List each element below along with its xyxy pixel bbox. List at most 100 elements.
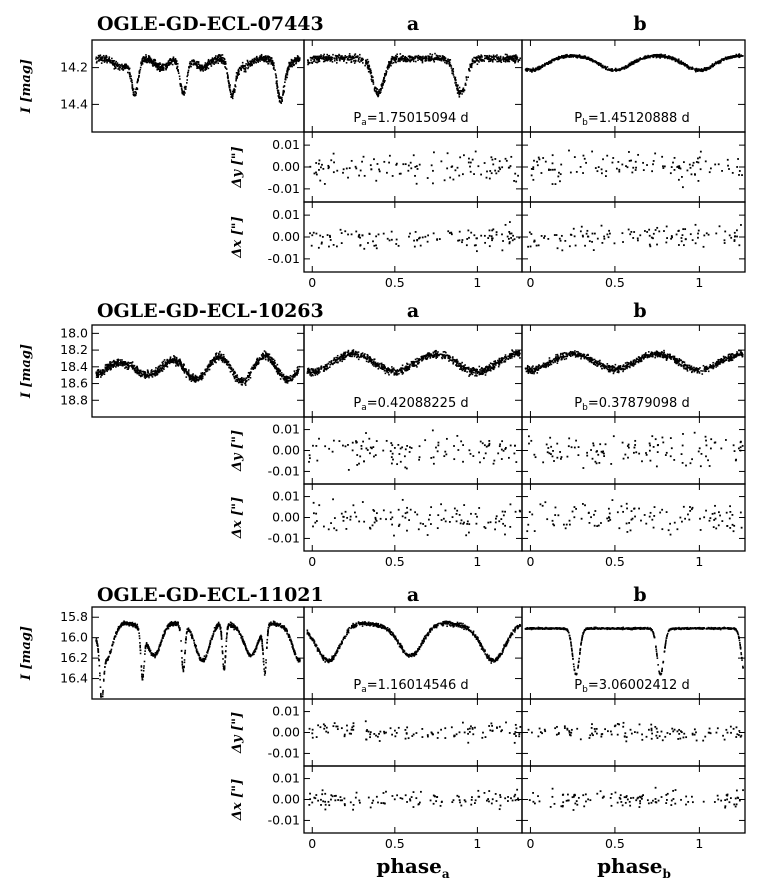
- data-point: [698, 68, 700, 70]
- data-point: [505, 357, 508, 360]
- data-point: [416, 357, 418, 360]
- data-point: [432, 232, 435, 235]
- data-point: [314, 368, 317, 371]
- data-point: [675, 233, 678, 236]
- data-point: [561, 55, 564, 58]
- data-point: [537, 156, 540, 159]
- data-point: [605, 366, 607, 369]
- data-point: [334, 361, 337, 363]
- data-point: [338, 53, 340, 56]
- data-point: [283, 85, 286, 87]
- data-point: [428, 55, 431, 58]
- data-point: [463, 367, 466, 370]
- data-point: [614, 363, 617, 366]
- data-point: [340, 232, 343, 234]
- data-point: [504, 53, 507, 56]
- data-point: [654, 229, 657, 231]
- data-point: [562, 57, 565, 59]
- data-point: [538, 364, 540, 366]
- data-point: [579, 166, 582, 168]
- data-point: [216, 58, 219, 60]
- data-point: [628, 151, 630, 153]
- data-point: [555, 57, 558, 60]
- data-point: [584, 244, 586, 247]
- data-point: [532, 166, 535, 169]
- data-point: [479, 371, 481, 374]
- data-point: [127, 71, 129, 74]
- data-point: [712, 361, 714, 364]
- data-point: [498, 362, 500, 364]
- data-point: [228, 84, 230, 87]
- data-point: [365, 63, 367, 65]
- data-point: [544, 160, 547, 163]
- data-point: [448, 232, 451, 234]
- data-point: [420, 358, 423, 360]
- data-point: [458, 93, 461, 96]
- data-point: [694, 69, 696, 72]
- data-point: [201, 65, 204, 68]
- data-point: [688, 66, 691, 69]
- data-point: [369, 72, 372, 75]
- data-point: [412, 362, 414, 365]
- data-point: [507, 358, 510, 360]
- data-point: [267, 55, 270, 58]
- data-point: [410, 56, 412, 59]
- data-point: [595, 361, 597, 364]
- data-point: [491, 56, 493, 59]
- data-point: [436, 238, 439, 241]
- data-point: [542, 157, 545, 159]
- data-point: [487, 57, 489, 59]
- data-point: [491, 60, 494, 63]
- data-point: [644, 353, 647, 355]
- data-point: [400, 57, 402, 60]
- data-point: [590, 361, 593, 364]
- data-point: [322, 58, 325, 60]
- data-point: [625, 67, 627, 69]
- data-point: [587, 58, 590, 60]
- data-point: [400, 369, 403, 372]
- data-point: [245, 63, 247, 65]
- data-point: [461, 361, 463, 364]
- data-point: [549, 168, 552, 171]
- data-point: [363, 356, 365, 359]
- data-point: [416, 360, 419, 363]
- data-point: [274, 69, 276, 71]
- data-point: [146, 61, 149, 64]
- data-point: [405, 58, 408, 61]
- data-point: [721, 361, 724, 364]
- data-point: [637, 59, 640, 62]
- data-point: [343, 59, 345, 61]
- data-point: [591, 232, 594, 235]
- data-point: [320, 57, 323, 60]
- data-point: [378, 91, 381, 93]
- data-point: [344, 56, 347, 59]
- data-point: [409, 59, 412, 62]
- data-point: [346, 55, 348, 58]
- data-point: [407, 365, 409, 368]
- panel-label-b: b: [633, 13, 646, 35]
- data-point: [680, 240, 683, 243]
- data-point: [372, 362, 375, 365]
- data-point: [600, 362, 603, 365]
- data-point: [518, 354, 521, 356]
- data-point: [738, 349, 741, 352]
- data-point: [586, 354, 588, 357]
- data-point: [433, 58, 436, 61]
- data-point: [466, 238, 469, 240]
- data-point: [320, 366, 322, 368]
- data-point: [179, 78, 181, 80]
- data-point: [417, 54, 420, 57]
- data-point: [141, 57, 144, 60]
- data-point: [106, 56, 108, 59]
- data-point: [581, 234, 584, 237]
- data-point: [446, 167, 449, 170]
- data-point: [633, 59, 636, 62]
- data-point: [224, 66, 226, 68]
- data-point: [414, 231, 417, 233]
- data-point: [504, 57, 507, 59]
- data-point: [101, 57, 103, 60]
- data-point: [98, 56, 101, 58]
- data-point: [677, 364, 680, 367]
- data-point: [622, 241, 624, 243]
- data-point: [372, 81, 375, 84]
